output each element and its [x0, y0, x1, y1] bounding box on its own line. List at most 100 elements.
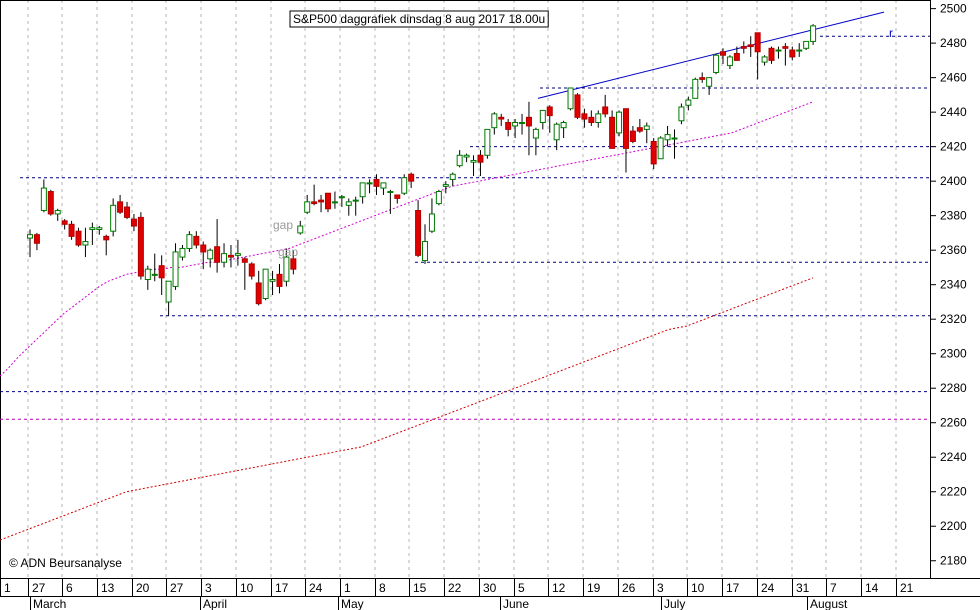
x-tick-label: 21 [900, 581, 914, 595]
candle [352, 196, 359, 216]
month-label: June [503, 597, 529, 610]
candle [221, 243, 228, 268]
candle-body-up [796, 49, 803, 52]
candle-body-up [338, 196, 345, 199]
candle [117, 194, 124, 214]
plot-border [0, 0, 931, 579]
x-tick-label: 26 [622, 581, 636, 595]
candle-body-up [304, 201, 311, 213]
candle [290, 250, 297, 275]
x-tick-label: 17 [726, 581, 740, 595]
candle [248, 262, 255, 280]
candles [27, 24, 817, 316]
candle-body-down [574, 94, 581, 118]
candle [415, 200, 422, 258]
candle [678, 103, 685, 125]
candle [255, 270, 262, 306]
candle-body-up [678, 106, 685, 122]
candle [137, 212, 144, 280]
candle-body-up [810, 25, 817, 42]
candle [505, 119, 512, 137]
candle [470, 155, 477, 176]
candle-body-up [89, 227, 96, 230]
candle-body-up [512, 122, 519, 127]
candle-body-down [498, 116, 505, 120]
candle-body-up [331, 201, 338, 204]
y-tick-label: 2400 [940, 174, 967, 188]
candle-body-down [720, 51, 726, 56]
candle [359, 182, 366, 204]
vertical-grid [27, 0, 897, 578]
candle [435, 189, 442, 206]
candle-body-up [560, 122, 567, 129]
y-tick-label: 2440 [940, 105, 967, 119]
candle-body-up [470, 159, 477, 163]
candle [124, 201, 131, 220]
candle [144, 265, 151, 290]
candle [602, 94, 609, 118]
x-tick-label: 1 [4, 581, 11, 595]
candle-body-up [262, 268, 269, 299]
candle [394, 194, 401, 204]
candle-body-down [394, 194, 401, 199]
candle [207, 248, 214, 268]
month-label: March [33, 597, 66, 610]
candle [768, 46, 775, 64]
candle-body-down [622, 108, 629, 149]
candle [158, 255, 165, 296]
candle-body-down [740, 46, 747, 49]
candle [54, 208, 61, 221]
candle [75, 227, 82, 247]
y-tick-label: 2480 [940, 36, 967, 50]
horizontal-levels [0, 35, 930, 420]
y-tick-label: 2300 [940, 347, 967, 361]
candle [304, 194, 311, 214]
candle-body-down [747, 44, 754, 48]
candle-body-up [297, 225, 304, 234]
candle [442, 181, 449, 194]
y-tick-label: 2460 [940, 71, 967, 85]
candle-body-up [283, 256, 290, 282]
candle-body-down [103, 235, 110, 241]
x-tick-label: 31 [796, 581, 810, 595]
candle [713, 53, 720, 75]
candle-body-down [200, 244, 207, 253]
candle-body-down [124, 206, 131, 218]
candle [324, 192, 331, 213]
candle [581, 108, 588, 128]
x-tick-label: 27 [32, 581, 46, 595]
x-tick-label: 5 [518, 581, 525, 595]
candle [338, 194, 345, 208]
candle [650, 138, 657, 170]
candle-body-up [456, 154, 463, 167]
x-tick-label: 8 [379, 581, 386, 595]
candle [574, 93, 581, 120]
candle [172, 243, 179, 290]
candle-body-up [713, 54, 720, 73]
moving-average-line [0, 277, 814, 541]
trendline [537, 11, 885, 99]
x-tick-label: 22 [448, 581, 462, 595]
candle [671, 129, 678, 159]
candle-body-down [311, 201, 318, 205]
candle-body-down [33, 234, 40, 244]
candle [241, 257, 248, 290]
candle-body-up [401, 177, 408, 194]
candle-body-down [754, 32, 761, 53]
candle [96, 226, 103, 235]
candle-body-up [269, 279, 276, 282]
candle-body-up [532, 128, 539, 139]
candle-body-up [345, 201, 352, 206]
candle-body-down [768, 47, 775, 61]
x-tick-label: 12 [552, 581, 566, 595]
candle [567, 87, 574, 111]
candle-body-up [110, 204, 117, 232]
candle-body-up [463, 154, 470, 158]
candle-body-down [276, 273, 283, 287]
candle-body-up [657, 137, 664, 160]
candle-body-down [789, 49, 796, 58]
candle [269, 270, 276, 296]
candle [539, 109, 546, 130]
candle [803, 40, 810, 51]
candle [456, 150, 463, 168]
